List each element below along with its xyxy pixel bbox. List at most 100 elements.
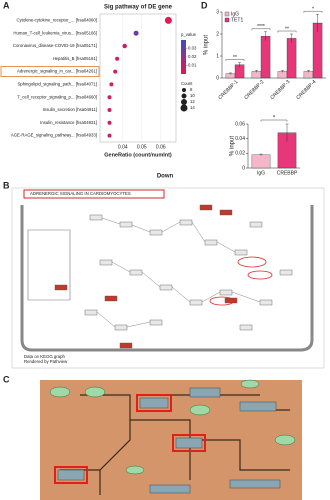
sig-bracket bbox=[251, 28, 271, 31]
x-tick-label: IgG bbox=[257, 170, 265, 176]
y-axis-label: % input bbox=[230, 136, 236, 156]
zoom-genes bbox=[57, 387, 281, 494]
size-key bbox=[181, 99, 187, 105]
y-tick-label: 0 bbox=[242, 165, 245, 171]
dot bbox=[133, 30, 139, 36]
dot bbox=[113, 69, 118, 74]
error-bar bbox=[228, 72, 232, 75]
y-tick-label: 1 bbox=[216, 53, 219, 59]
y-tick-label: 0.04 bbox=[235, 136, 245, 142]
color-tick-label: 0.03 bbox=[188, 46, 197, 51]
size-key bbox=[180, 104, 188, 112]
legend-title: p_value bbox=[181, 32, 197, 37]
footer: Data on KEGG graph bbox=[24, 354, 65, 359]
sig-label: ** bbox=[285, 26, 289, 32]
y-tick-label: 2 bbox=[216, 31, 219, 37]
y-tick-label: Hepatitis_B [hsa05161] bbox=[53, 56, 97, 61]
y-tick-label: 0.02 bbox=[235, 151, 245, 157]
dot bbox=[109, 82, 114, 87]
y-tick-label: Cytokine-cytokine_receptor_... [hsa04060… bbox=[17, 18, 98, 23]
x-tick-label: 0.06 bbox=[156, 144, 166, 150]
y-tick-label: Coronavirus_disease-COVID-19 [hsa05171] bbox=[13, 43, 97, 48]
panel-label: D bbox=[201, 0, 208, 10]
dot bbox=[107, 108, 112, 112]
arrows bbox=[96, 217, 261, 328]
legend-swatch bbox=[224, 17, 230, 23]
color-tick-label: 0.02 bbox=[188, 54, 197, 59]
legend-swatch bbox=[224, 11, 230, 17]
pathway-zoom bbox=[40, 379, 302, 500]
membrane bbox=[20, 205, 314, 352]
y-tick-label: 0.06 bbox=[235, 121, 245, 127]
dot bbox=[115, 56, 120, 61]
size-key-label: 14 bbox=[190, 105, 195, 110]
panel-label: A bbox=[3, 0, 10, 10]
sig-bracket bbox=[260, 119, 288, 122]
down-genes bbox=[54, 204, 238, 349]
highlight-box bbox=[0, 66, 100, 77]
y-tick-label: Insulin_secretion [hsa04911] bbox=[43, 107, 97, 112]
error-bar bbox=[238, 62, 242, 67]
dot bbox=[122, 43, 127, 49]
error-bar bbox=[254, 70, 258, 73]
y-tick-label: 0 bbox=[216, 75, 219, 81]
zoom-highlights bbox=[54, 394, 206, 484]
y-tick-label: Insulin_resistance [hsa04931] bbox=[40, 120, 97, 125]
chart-title: Sig pathway of DE gene bbox=[104, 5, 173, 11]
bar bbox=[286, 38, 297, 79]
sig-label: * bbox=[312, 7, 314, 13]
size-key bbox=[182, 88, 186, 92]
pathway-name: ADRENERGIC SIGNALING IN CARDIOMYOCYTES bbox=[30, 191, 131, 196]
legend-title: Count bbox=[181, 81, 193, 86]
dot bbox=[107, 95, 112, 100]
size-key bbox=[181, 93, 187, 99]
highlight-box bbox=[23, 189, 165, 199]
error-bar bbox=[259, 153, 263, 156]
x-tick-label: 0.04 bbox=[118, 144, 128, 150]
x-tick-label: CREBBP-1 bbox=[217, 79, 239, 101]
diagram-frame bbox=[11, 187, 325, 369]
bar bbox=[260, 36, 271, 79]
highlight-ellipses bbox=[209, 256, 273, 306]
error-bar bbox=[264, 31, 268, 41]
compartment bbox=[27, 229, 71, 301]
panel-label: B bbox=[3, 180, 10, 190]
plot-frame bbox=[99, 13, 177, 143]
gene-boxes bbox=[84, 214, 293, 331]
dot bbox=[164, 16, 172, 24]
x-tick-label: 0.05 bbox=[137, 144, 147, 150]
y-axis-label: % input bbox=[204, 35, 210, 55]
x-tick-label: CREBBP-2 bbox=[243, 79, 265, 101]
error-bar bbox=[290, 33, 294, 43]
size-key-label: 8 bbox=[190, 87, 193, 92]
x-axis-label: GeneRatio (count/numInt) bbox=[104, 152, 172, 158]
diagram-title: Down bbox=[157, 174, 174, 180]
color-bar bbox=[181, 40, 186, 74]
y-tick-label: Sphingolipid_signaling_path... [hsa04071… bbox=[17, 82, 97, 87]
zoom-compounds bbox=[49, 379, 296, 475]
footer: Rendered by Pathview bbox=[24, 359, 68, 364]
x-tick-label: CREBBP bbox=[277, 170, 298, 176]
x-tick-label: CREBBP-3 bbox=[269, 79, 291, 101]
color-tick-label: 0.01 bbox=[188, 63, 197, 68]
size-key-label: 12 bbox=[190, 99, 195, 104]
sig-bracket bbox=[303, 11, 323, 13]
x-tick-label: CREBBP-4 bbox=[295, 79, 317, 101]
legend-label: IgG bbox=[231, 11, 239, 17]
panel-label: C bbox=[3, 374, 10, 384]
dot bbox=[107, 133, 112, 138]
sig-bracket bbox=[277, 30, 297, 33]
error-bar bbox=[316, 14, 320, 32]
y-tick-label: Adrenergic_signaling_in_car... [hsa04261… bbox=[17, 69, 97, 74]
bar bbox=[251, 154, 271, 169]
size-key-label: 10 bbox=[190, 93, 195, 98]
sig-bracket bbox=[225, 59, 245, 62]
error-bar bbox=[306, 70, 310, 73]
legend-label: TET1 bbox=[231, 17, 243, 23]
y-tick-label: Human_T-cell_leukemia_virus... [hsa05166… bbox=[13, 30, 97, 35]
y-tick-label: AGE-RAGE_signaling_pathway... [hsa04933] bbox=[11, 133, 97, 138]
pathway-diagram: ADRENERGIC SIGNALING IN CARDIOMYOCYTES D… bbox=[11, 187, 325, 369]
sig-label: * bbox=[273, 116, 276, 122]
